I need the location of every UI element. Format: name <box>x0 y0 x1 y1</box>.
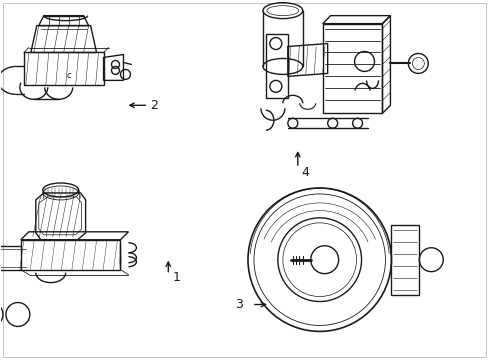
Text: 1: 1 <box>172 271 180 284</box>
Text: 2: 2 <box>150 99 158 112</box>
Text: 3: 3 <box>235 298 243 311</box>
Text: 4: 4 <box>301 166 309 179</box>
Text: c: c <box>66 71 71 80</box>
Bar <box>390 225 419 294</box>
Bar <box>322 24 382 113</box>
